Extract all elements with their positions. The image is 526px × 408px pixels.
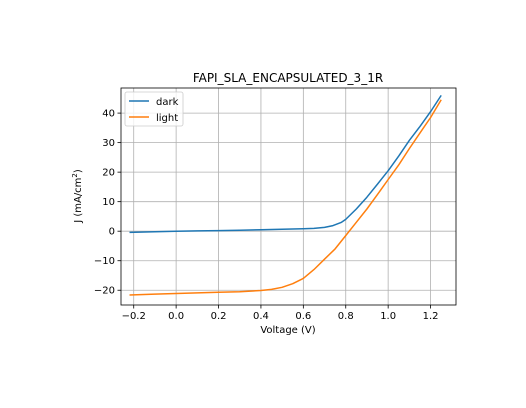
plot-frame	[120, 87, 457, 306]
chart-title: FAPI_SLA_ENCAPSULATED_3_1R	[193, 71, 383, 85]
legend-label-light: light	[156, 113, 178, 124]
y-axis-label-close: )	[73, 169, 84, 173]
x-tick-label: 0.4	[253, 311, 269, 322]
x-axis-label: Voltage (V)	[260, 325, 315, 336]
y-tick-label: 0	[109, 227, 115, 238]
legend-label-dark: dark	[156, 97, 179, 108]
grid	[121, 88, 456, 305]
x-tick-label: 0.2	[211, 311, 227, 322]
y-tick-label: 20	[102, 168, 115, 179]
x-tick-label: 0.0	[168, 311, 184, 322]
series-line-light	[129, 99, 442, 296]
series-line-dark	[129, 94, 442, 234]
x-tick-label: 0.8	[338, 311, 354, 322]
x-tick-label: −0.2	[122, 311, 146, 322]
y-axis-label-superscript: 2	[71, 173, 79, 177]
x-tick-label: 1.0	[380, 311, 396, 322]
y-tick-label: 30	[102, 138, 115, 149]
y-axis-label: J (mA/cm2)	[71, 169, 84, 224]
y-axis-label-main: J (mA/cm	[73, 178, 84, 224]
x-tick-label: 1.2	[423, 311, 439, 322]
legend: dark light	[124, 91, 184, 127]
y-tick-label: 10	[102, 197, 115, 208]
x-tick-label: 0.6	[295, 311, 311, 322]
y-tick-label: −10	[94, 256, 115, 267]
y-tick-label: 40	[102, 109, 115, 120]
axis-ticks: −0.2 0.0 0.2 0.4 0.6 0.8 1.0 1.2 −20 −10 0 10 20 30 40	[94, 109, 439, 322]
series-lines	[129, 94, 442, 296]
y-tick-label: −20	[94, 286, 115, 297]
